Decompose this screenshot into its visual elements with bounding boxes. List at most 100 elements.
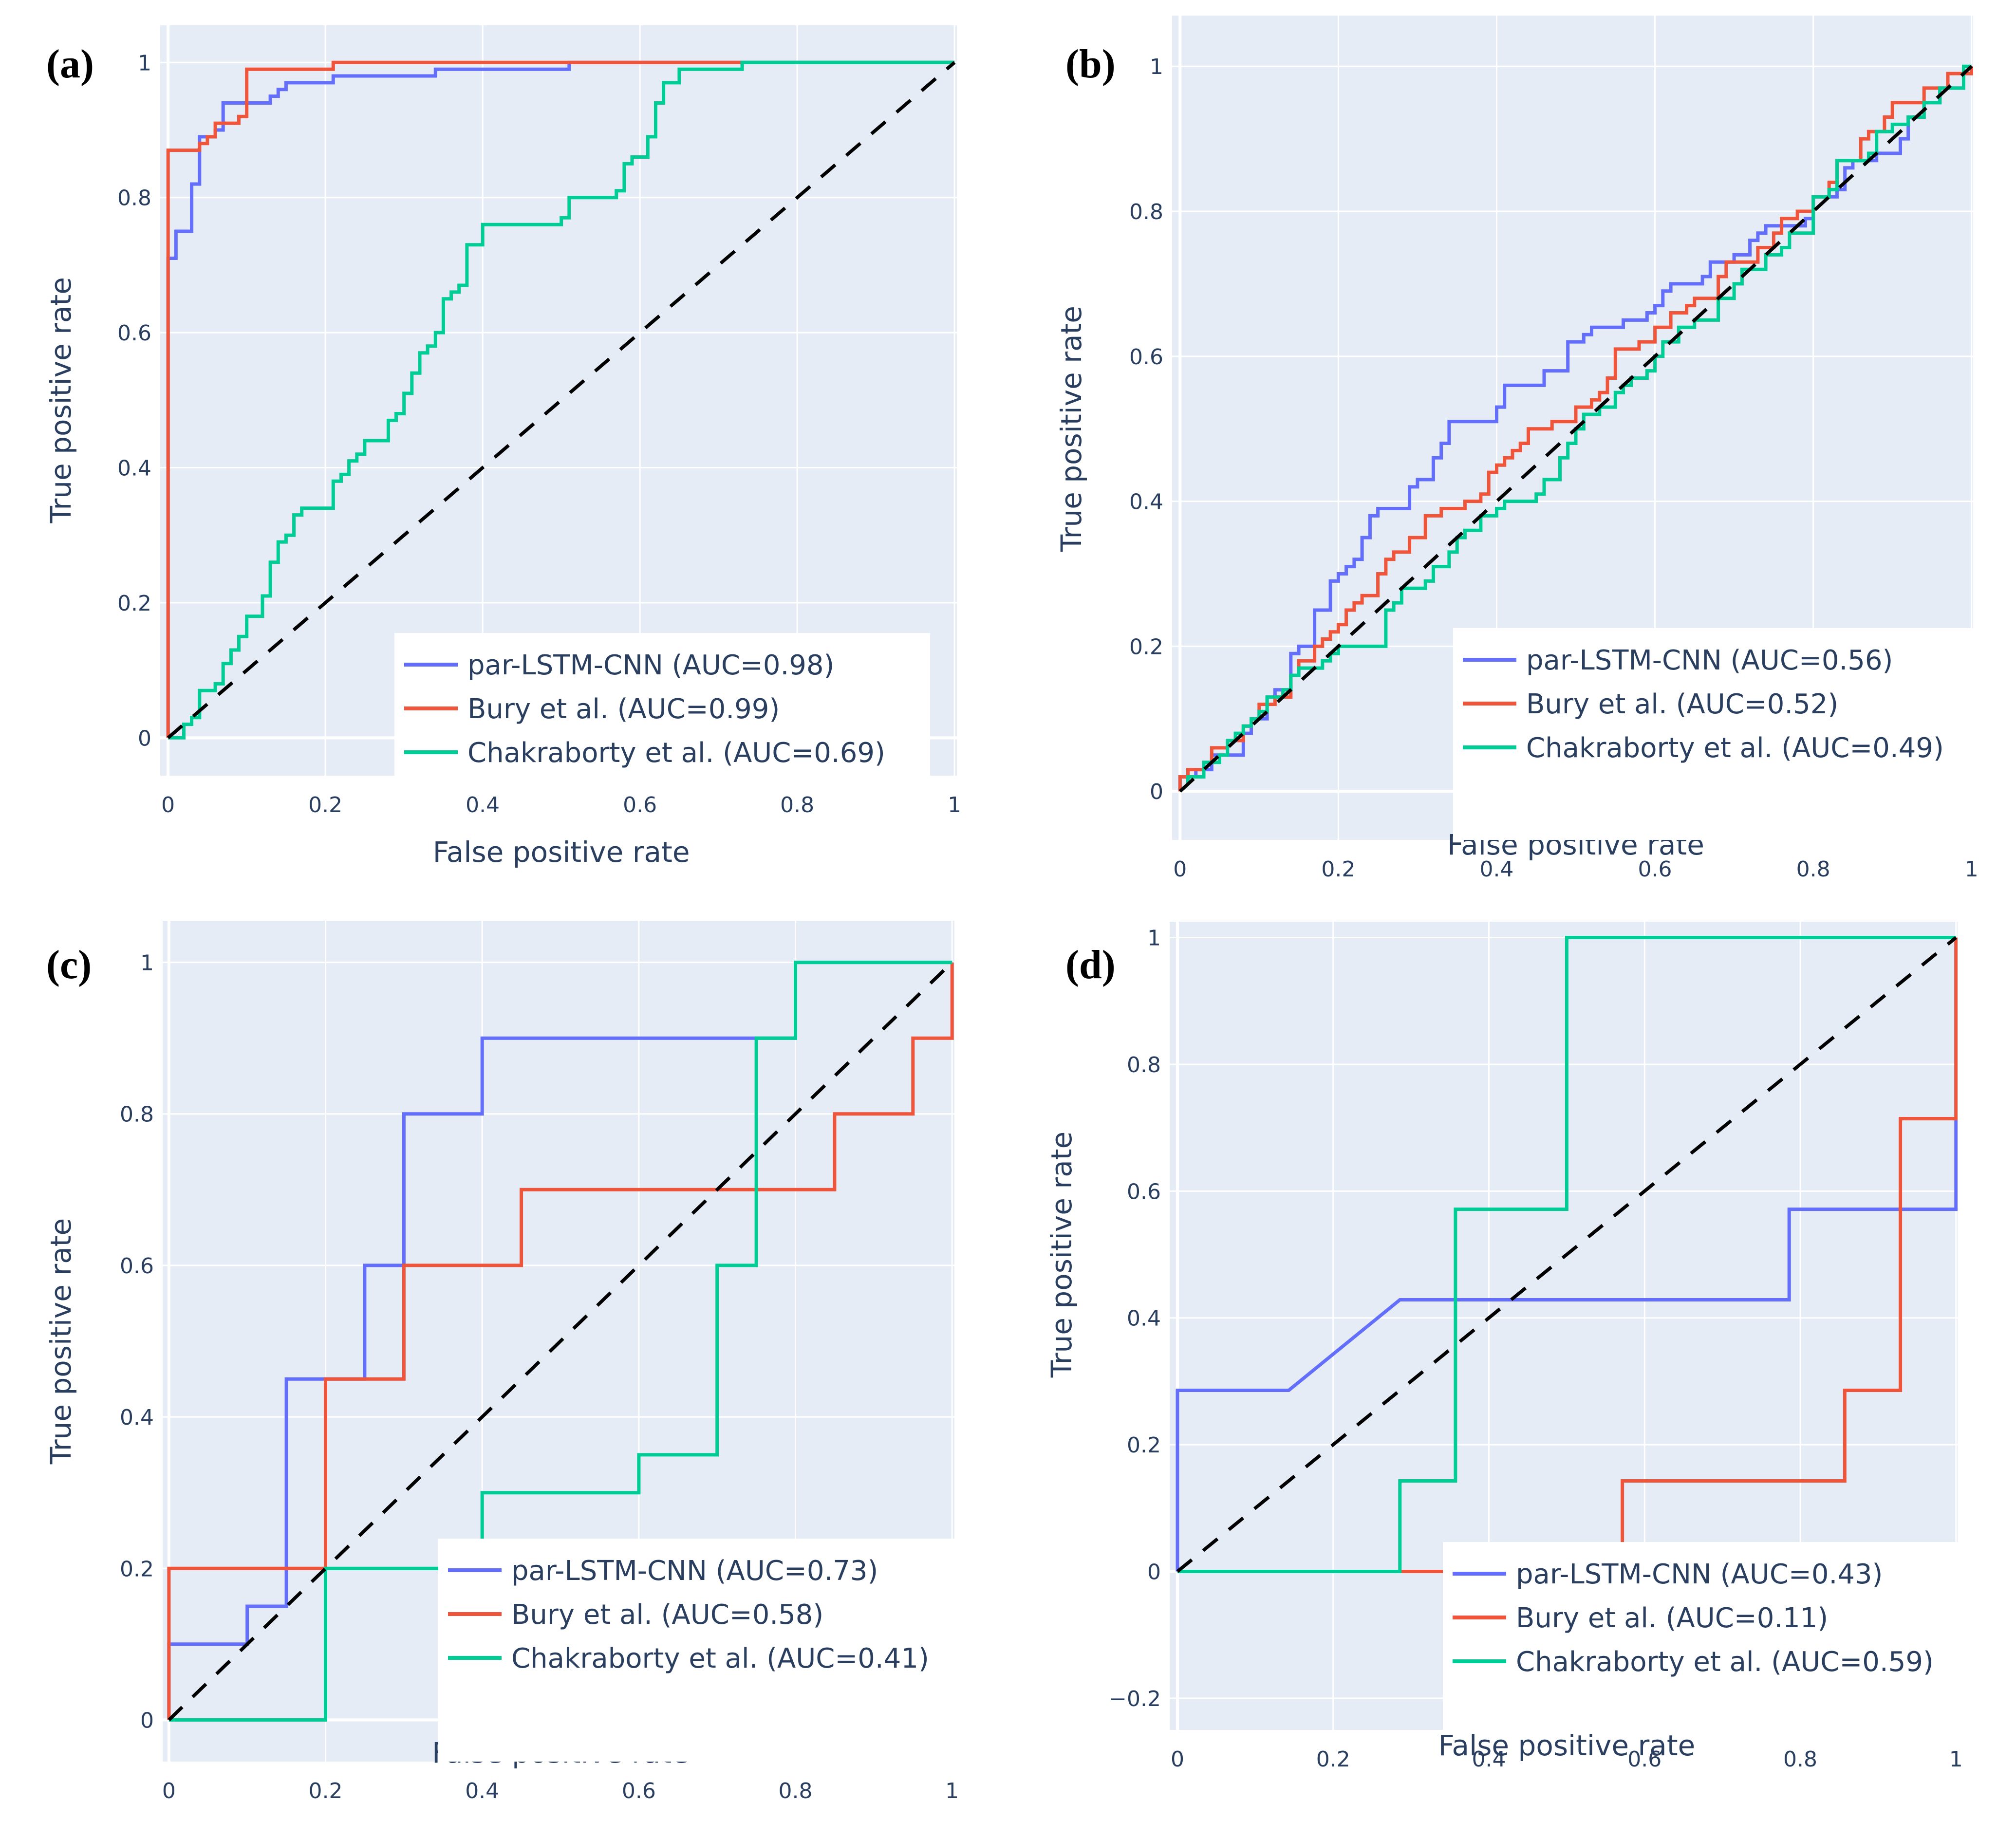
y-axis-title: True positive rate [1045,1132,1078,1378]
x-tick-label: 0.8 [779,1779,813,1803]
panel-label: (d) [1065,942,1116,987]
series-group [167,961,954,1722]
legend: par-LSTM-CNN (AUC=0.56) Bury et al. (AUC=… [1453,628,1981,840]
legend-box [1443,1542,1977,1730]
legend-label: par-LSTM-CNN (AUC=0.73) [511,1555,878,1587]
y-tick-label: 0.4 [117,456,151,481]
y-axis-title: True positive rate [1055,306,1088,552]
y-tick-label: 0 [140,1708,154,1733]
legend-label: Bury et al. (AUC=0.58) [511,1599,823,1631]
y-tick-label: 1 [1147,926,1161,951]
chance-diagonal-line [167,61,956,739]
y-tick-label: 0.2 [117,591,151,616]
legend-box [438,1539,967,1762]
y-tick-label: 0.8 [120,1102,154,1127]
legend: par-LSTM-CNN (AUC=0.98) Bury et al. (AUC=… [394,633,930,776]
x-tick-label: 1 [948,793,961,818]
y-axis-title: True positive rate [44,1218,77,1465]
roc-curve-bury [167,962,954,1720]
x-tick-label: 0 [1171,1747,1184,1772]
y-tick-label: 0.8 [117,186,151,211]
y-tick-label: 0.6 [117,321,151,346]
series-group [1178,64,1973,793]
y-tick-label: 0.6 [120,1254,154,1279]
x-tick-label: 0.6 [623,793,657,818]
legend-box [1453,628,1981,840]
x-tick-label: 1 [945,1779,959,1803]
y-tick-label: 0 [1150,780,1163,804]
panel-a: (a) 0 0.2 0.4 0.6 0.8 1 0 0.2 0.4 0.6 0.8 1 False po… [0,0,1008,910]
legend-label: par-LSTM-CNN (AUC=0.98) [467,650,834,681]
x-tick-label: 1 [1949,1747,1963,1772]
roc-curve-par-lstm-cnn [166,60,955,738]
y-tick-label: 0 [1147,1560,1161,1585]
legend-label: Bury et al. (AUC=0.52) [1526,688,1838,720]
roc-chart-a: 0 0.2 0.4 0.6 0.8 1 0 0.2 0.4 0.6 0.8 1 False positi… [44,25,961,869]
y-tick-label: 0.6 [1129,345,1163,370]
y-tick-label: 0.2 [120,1557,154,1581]
legend: par-LSTM-CNN (AUC=0.43) Bury et al. (AUC=… [1443,1542,1977,1730]
series-group [166,60,956,740]
legend-label: Chakraborty et al. (AUC=0.59) [1516,1646,1934,1678]
x-tick-label: 0.2 [1321,857,1355,882]
roc-curve-par-lstm-cnn [1178,66,1973,792]
x-tick-label: 0.2 [309,1779,343,1803]
x-tick-label: 0.6 [622,1779,656,1803]
y-tick-label: 0.2 [1129,634,1163,659]
y-tick-label: 1 [138,51,151,75]
y-tick-label: 1 [140,951,154,976]
legend-label: Bury et al. (AUC=0.11) [1516,1602,1828,1634]
chance-diagonal-line [1178,65,1973,793]
y-tick-label: 0.4 [1129,490,1163,515]
panel-d: (d) 0 0.2 0.4 0.6 0.8 1 −0.2 0 0.2 0.4 0.6 0.8 1 Fals… [1008,910,2016,1821]
panel-label: (a) [46,41,94,87]
chance-diagonal-line [1176,936,1958,1573]
x-axis-title: False positive rate [1438,1729,1696,1762]
roc-curve-par-lstm-cnn [167,961,952,1720]
x-tick-label: 0.4 [465,1779,499,1803]
y-tick-label: 0.8 [1129,200,1163,224]
y-tick-label: 0.8 [1127,1053,1161,1078]
panel-label: (c) [46,942,92,987]
x-tick-label: 0 [161,793,175,818]
roc-curve-chakraborty [168,60,955,740]
legend-box [394,633,930,776]
legend-label: par-LSTM-CNN (AUC=0.43) [1516,1559,1883,1590]
panel-label: (b) [1065,41,1116,87]
x-tick-label: 0.6 [1627,1747,1661,1772]
legend-label: Bury et al. (AUC=0.99) [467,693,780,725]
roc-chart-d: 0 0.2 0.4 0.6 0.8 1 −0.2 0 0.2 0.4 0.6 0.8 1 False po… [1045,922,1977,1772]
y-tick-label: 0.2 [1127,1433,1161,1458]
x-tick-label: 1 [1965,857,1979,882]
y-tick-label: 0.4 [120,1405,154,1430]
roc-curve-bury [1177,937,1958,1573]
y-tick-label: −0.2 [1109,1687,1161,1711]
y-tick-label: 0.4 [1127,1306,1161,1331]
legend: par-LSTM-CNN (AUC=0.73) Bury et al. (AUC=… [438,1539,967,1762]
x-tick-label: 0.6 [1638,857,1672,882]
x-tick-label: 0.4 [1472,1747,1506,1772]
roc-curve-chakraborty [1177,936,1956,1573]
x-tick-label: 0.8 [1796,857,1830,882]
legend-label: Chakraborty et al. (AUC=0.41) [511,1643,929,1674]
x-tick-label: 0.2 [1316,1747,1350,1772]
y-axis-title: True positive rate [44,277,77,523]
legend-label: par-LSTM-CNN (AUC=0.56) [1526,645,1893,676]
legend-label: Chakraborty et al. (AUC=0.49) [1526,732,1944,764]
legend-label: Chakraborty et al. (AUC=0.69) [467,737,885,769]
roc-curve-par-lstm-cnn [1176,937,1958,1572]
chance-diagonal-line [168,961,953,1721]
y-tick-label: 0 [138,726,151,751]
x-tick-label: 0 [162,1779,176,1803]
x-tick-label: 0 [1173,857,1187,882]
x-tick-label: 0.4 [1479,857,1513,882]
roc-curve-chakraborty [168,961,952,1722]
x-tick-label: 0.2 [308,793,342,818]
panel-b: (b) 0 0.2 0.4 0.6 0.8 1 0 0.2 0.4 0.6 0.8 1 False po… [1008,0,2016,910]
series-group [1176,936,1958,1573]
x-tick-label: 0.8 [1783,1747,1817,1772]
x-tick-label: 0.8 [780,793,814,818]
